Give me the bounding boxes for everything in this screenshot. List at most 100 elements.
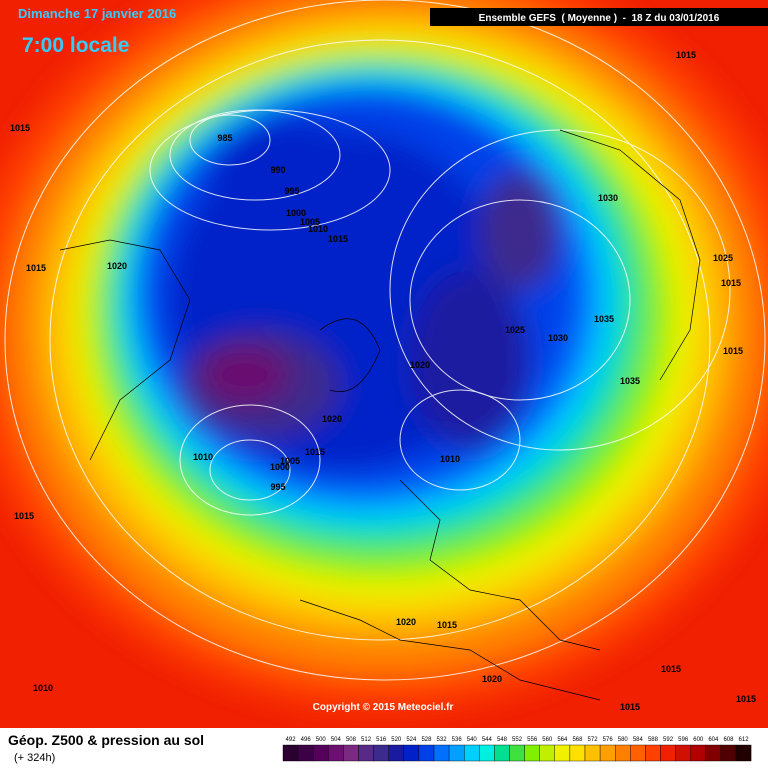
- copyright: Copyright © 2015 Meteociel.fr: [313, 702, 454, 713]
- isobar-label: 1030: [548, 333, 568, 343]
- scale-label: 584: [633, 737, 644, 743]
- scale-cell: [297, 744, 314, 762]
- isobar-label: 1015: [676, 50, 696, 60]
- scale-label: 492: [286, 737, 297, 743]
- scale-cell: [373, 744, 389, 762]
- isobar-label: 1010: [193, 452, 213, 462]
- scale-cell: [313, 744, 329, 762]
- scale-label: 520: [391, 737, 402, 743]
- isobar-label: 1000: [270, 462, 290, 472]
- scale-label: 504: [331, 737, 342, 743]
- scale-cell: [615, 744, 631, 762]
- isobar-label: 1015: [620, 702, 640, 712]
- isobar-label: 1015: [14, 511, 34, 521]
- scale-cell: [343, 744, 359, 762]
- isobars: [4, 0, 766, 681]
- scale-cell: [524, 744, 540, 762]
- scale-cell: [735, 744, 752, 762]
- scale-cell: [720, 744, 737, 762]
- scale-label: 536: [452, 737, 463, 743]
- model-box: [430, 8, 768, 26]
- scale-label: 568: [572, 737, 583, 743]
- date: Dimanche 17 janvier 2016: [18, 6, 176, 21]
- isobar-label: 1020: [410, 360, 430, 370]
- isobar-label: 1015: [723, 346, 743, 356]
- model-run: Ensemble GEFS ( Moyenne ) - 18 Z du 03/0…: [479, 13, 720, 24]
- isobar-label: 995: [284, 186, 299, 196]
- isobar-label: 1005: [280, 456, 300, 466]
- scale-label: 604: [708, 737, 719, 743]
- color-scale: 492 496 500 504 508 512 516 520 524 528 532 536 540 5…: [282, 737, 752, 762]
- scale-cell: [569, 744, 586, 762]
- scale-label: 500: [316, 737, 327, 743]
- isobar-label: 1035: [620, 376, 640, 386]
- isobar-label: 985: [217, 133, 232, 143]
- isobar-label: 1000: [286, 208, 306, 218]
- isobar-label: 1035: [594, 314, 614, 324]
- isobar-label: 1015: [26, 263, 46, 273]
- scale-cell: [584, 744, 601, 762]
- local-time: 7:00 locale: [22, 34, 129, 57]
- isobar-label: 1010: [33, 683, 53, 693]
- isobar-label: 1015: [437, 620, 457, 630]
- isobar-label: 1020: [396, 617, 416, 627]
- scale-label: 612: [739, 737, 750, 743]
- scale-label: 572: [588, 737, 599, 743]
- isobar-label: 990: [270, 165, 285, 175]
- isobar-label: 1025: [505, 325, 525, 335]
- isobar-label: 1015: [736, 694, 756, 704]
- scale-label: 516: [376, 737, 387, 743]
- isobar-label: 1015: [328, 234, 348, 244]
- scale-label: 524: [406, 737, 417, 743]
- scale-cell: [554, 744, 571, 762]
- scale-label: 512: [361, 737, 372, 743]
- scale-cell: [388, 744, 405, 762]
- scale-cell: [660, 744, 676, 762]
- scale-label: 576: [603, 737, 614, 743]
- scale-label: 564: [557, 737, 568, 743]
- scale-cell: [418, 744, 435, 762]
- isobar-label: 1025: [713, 253, 733, 263]
- scale-label: 528: [421, 737, 432, 743]
- isobar-label: 1005: [300, 217, 320, 227]
- scale-cell: [282, 744, 299, 762]
- isobar-label: 1015: [661, 664, 681, 674]
- scale-label: 540: [467, 737, 478, 743]
- isobar-label: 1010: [308, 224, 328, 234]
- scale-cell: [705, 744, 722, 762]
- scale-cell: [433, 744, 450, 762]
- scale-label: 552: [512, 737, 523, 743]
- isobar-label: 1015: [305, 447, 325, 457]
- scale-cell: [448, 744, 465, 762]
- isobar-label: 1015: [721, 278, 741, 288]
- isobar-label: 1020: [107, 261, 127, 271]
- scale-label: 548: [497, 737, 508, 743]
- scale-cell: [494, 744, 510, 762]
- scale-cell: [358, 744, 374, 762]
- lead-time: (+ 324h): [14, 752, 55, 764]
- scale-cell: [599, 744, 616, 762]
- scale-label: 580: [618, 737, 629, 743]
- isobar-label: 1010: [440, 454, 460, 464]
- footer-title: Géop. Z500 & pression au sol: [8, 732, 204, 748]
- scale-cell: [479, 744, 495, 762]
- height-field: [0, 0, 768, 710]
- scale-label: 508: [346, 737, 357, 743]
- isobar-labels: 1015101598599099510001005101010151030102…: [10, 50, 756, 712]
- scale-cell: [690, 744, 707, 762]
- scale-cell: [328, 744, 344, 762]
- scale-cell: [403, 744, 420, 762]
- scale-label: 560: [542, 737, 553, 743]
- scale-cell: [509, 744, 525, 762]
- scale-label: 608: [723, 737, 734, 743]
- scale-label: 596: [678, 737, 689, 743]
- scale-cell: [645, 744, 661, 762]
- scale-label: 496: [301, 737, 312, 743]
- scale-cell: [464, 744, 480, 762]
- map: [0, 0, 768, 728]
- isobar-label: 1030: [598, 193, 618, 203]
- scale-label: 556: [527, 737, 538, 743]
- isobar-label: 1020: [322, 414, 342, 424]
- scale-label: 588: [648, 737, 659, 743]
